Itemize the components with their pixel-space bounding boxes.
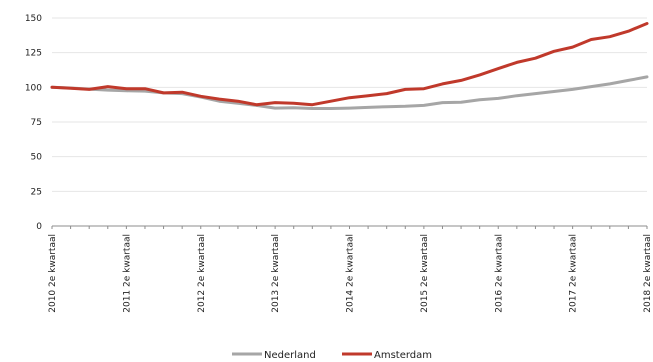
x-tick-label: 2010 2e kwartaal <box>48 234 58 313</box>
y-tick-label: 75 <box>31 118 42 128</box>
series-line-amsterdam <box>50 22 649 107</box>
x-tick-label: 2016 2e kwartaal <box>494 234 504 313</box>
x-tick-label: 2018 2e kwartaal <box>643 234 653 313</box>
y-axis-ticks: 0 25 50 75 100 125 150 <box>25 14 42 232</box>
x-tick-label: 2011 2e kwartaal <box>122 234 132 313</box>
x-tick-label: 2014 2e kwartaal <box>346 234 356 313</box>
gridlines <box>52 17 647 192</box>
legend-label-amsterdam: Amsterdam <box>374 350 432 361</box>
legend: Nederland Amsterdam <box>232 350 432 361</box>
x-tick-label: 2013 2e kwartaal <box>271 234 281 313</box>
y-tick-label: 100 <box>25 83 42 93</box>
legend-label-nederland: Nederland <box>264 350 316 361</box>
series-line-nederland <box>50 75 649 110</box>
x-tick-label: 2015 2e kwartaal <box>420 234 430 313</box>
y-tick-label: 50 <box>31 153 43 163</box>
y-tick-label: 25 <box>31 187 42 197</box>
y-tick-label: 0 <box>36 222 42 232</box>
x-axis-ticks: 2010 2e kwartaal 2011 2e kwartaal 2012 2e … <box>48 226 653 313</box>
series-lines <box>50 22 649 110</box>
x-tick-label: 2017 2e kwartaal <box>569 234 579 313</box>
y-tick-label: 125 <box>25 49 42 59</box>
y-tick-label: 150 <box>25 14 42 24</box>
x-tick-label: 2012 2e kwartaal <box>197 234 207 313</box>
